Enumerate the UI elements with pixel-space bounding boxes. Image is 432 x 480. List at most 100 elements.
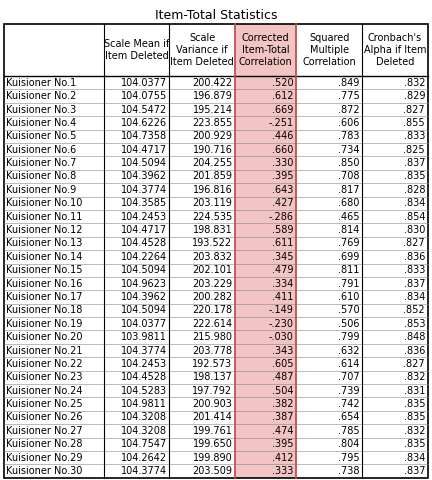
Text: .330: .330: [273, 158, 294, 168]
Text: .382: .382: [272, 399, 294, 409]
Text: .395: .395: [272, 439, 294, 449]
Text: .814: .814: [338, 225, 359, 235]
Text: 104.4528: 104.4528: [121, 239, 167, 249]
Text: .833: .833: [404, 132, 425, 141]
Text: 215.980: 215.980: [193, 332, 232, 342]
Text: 104.9623: 104.9623: [121, 278, 167, 288]
Text: 104.3208: 104.3208: [121, 426, 167, 436]
Text: .343: .343: [273, 346, 294, 356]
Text: 200.903: 200.903: [193, 399, 232, 409]
Text: -.251: -.251: [269, 118, 294, 128]
Text: Kuisioner No.23: Kuisioner No.23: [6, 372, 83, 382]
Text: 104.5472: 104.5472: [121, 105, 167, 115]
Text: Kuisioner No.9: Kuisioner No.9: [6, 185, 76, 195]
Text: .427: .427: [272, 198, 294, 208]
Text: Kuisioner No.21: Kuisioner No.21: [6, 346, 83, 356]
Text: .654: .654: [338, 412, 359, 422]
Text: .827: .827: [403, 359, 425, 369]
Text: .643: .643: [273, 185, 294, 195]
Text: 196.879: 196.879: [193, 91, 232, 101]
Text: .837: .837: [403, 466, 425, 476]
Text: .504: .504: [272, 386, 294, 396]
Text: .606: .606: [338, 118, 359, 128]
Text: Kuisioner No.12: Kuisioner No.12: [6, 225, 83, 235]
Text: .829: .829: [403, 91, 425, 101]
Text: .739: .739: [338, 386, 359, 396]
Text: .333: .333: [273, 466, 294, 476]
Text: 201.414: 201.414: [193, 412, 232, 422]
Text: Kuisioner No.28: Kuisioner No.28: [6, 439, 83, 449]
Text: .827: .827: [403, 239, 425, 249]
Text: 104.3962: 104.3962: [121, 292, 167, 302]
Text: .345: .345: [272, 252, 294, 262]
Text: .837: .837: [403, 158, 425, 168]
Text: Kuisioner No.7: Kuisioner No.7: [6, 158, 76, 168]
Text: 104.7547: 104.7547: [121, 439, 167, 449]
Text: 104.9811: 104.9811: [121, 399, 167, 409]
Text: 199.890: 199.890: [193, 453, 232, 463]
Text: .835: .835: [403, 439, 425, 449]
Text: .828: .828: [403, 185, 425, 195]
Text: 104.6226: 104.6226: [121, 118, 167, 128]
Text: .708: .708: [338, 171, 359, 181]
Text: .660: .660: [273, 144, 294, 155]
Text: .831: .831: [404, 386, 425, 396]
Text: .850: .850: [338, 158, 359, 168]
Text: 104.5094: 104.5094: [121, 265, 167, 275]
Text: 200.422: 200.422: [192, 78, 232, 88]
Text: .769: .769: [338, 239, 359, 249]
Text: .506: .506: [338, 319, 359, 329]
Text: 200.282: 200.282: [192, 292, 232, 302]
Text: 104.0755: 104.0755: [121, 91, 167, 101]
Text: 190.716: 190.716: [193, 144, 232, 155]
Text: Kuisioner No.22: Kuisioner No.22: [6, 359, 83, 369]
Text: 203.119: 203.119: [193, 198, 232, 208]
Text: Kuisioner No.25: Kuisioner No.25: [6, 399, 83, 409]
Text: .832: .832: [403, 372, 425, 382]
Text: 222.614: 222.614: [192, 319, 232, 329]
Text: 104.3962: 104.3962: [121, 171, 167, 181]
Text: 199.761: 199.761: [193, 426, 232, 436]
Text: .570: .570: [338, 305, 359, 315]
Text: Kuisioner No.2: Kuisioner No.2: [6, 91, 76, 101]
Text: .833: .833: [404, 265, 425, 275]
Text: .837: .837: [403, 278, 425, 288]
Text: .474: .474: [272, 426, 294, 436]
Text: Kuisioner No.16: Kuisioner No.16: [6, 278, 83, 288]
Text: .605: .605: [272, 359, 294, 369]
Text: Kuisioner No.15: Kuisioner No.15: [6, 265, 83, 275]
Text: 195.214: 195.214: [193, 105, 232, 115]
Text: .785: .785: [338, 426, 359, 436]
Text: .487: .487: [272, 372, 294, 382]
Text: 104.2264: 104.2264: [121, 252, 167, 262]
Text: 197.792: 197.792: [192, 386, 232, 396]
Text: Kuisioner No.10: Kuisioner No.10: [6, 198, 83, 208]
Text: Kuisioner No.20: Kuisioner No.20: [6, 332, 83, 342]
Text: 203.509: 203.509: [193, 466, 232, 476]
Text: Item-Total Statistics: Item-Total Statistics: [155, 9, 277, 22]
Text: 220.178: 220.178: [192, 305, 232, 315]
Text: .849: .849: [338, 78, 359, 88]
Text: 104.2453: 104.2453: [121, 359, 167, 369]
Text: 204.255: 204.255: [192, 158, 232, 168]
Text: -.230: -.230: [269, 319, 294, 329]
Text: .811: .811: [338, 265, 359, 275]
Text: .699: .699: [338, 252, 359, 262]
Text: Kuisioner No.13: Kuisioner No.13: [6, 239, 83, 249]
Text: 104.4528: 104.4528: [121, 372, 167, 382]
Text: -.149: -.149: [269, 305, 294, 315]
Text: Kuisioner No.1: Kuisioner No.1: [6, 78, 76, 88]
Text: .853: .853: [403, 319, 425, 329]
Text: 196.816: 196.816: [193, 185, 232, 195]
Text: .520: .520: [272, 78, 294, 88]
Text: Kuisioner No.27: Kuisioner No.27: [6, 426, 83, 436]
Text: .412: .412: [272, 453, 294, 463]
Text: 192.573: 192.573: [192, 359, 232, 369]
Text: 200.929: 200.929: [193, 132, 232, 141]
Text: 104.4717: 104.4717: [121, 225, 167, 235]
Text: 223.855: 223.855: [192, 118, 232, 128]
Text: 103.9811: 103.9811: [121, 332, 167, 342]
Text: 202.101: 202.101: [193, 265, 232, 275]
Text: .707: .707: [338, 372, 359, 382]
Text: .817: .817: [338, 185, 359, 195]
